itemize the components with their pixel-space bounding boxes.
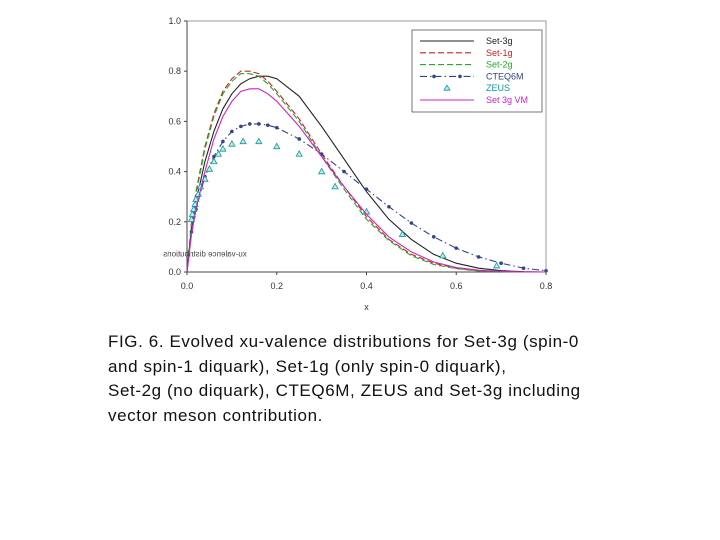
data-point <box>492 261 501 269</box>
data-point <box>297 137 301 141</box>
legend-marker <box>443 84 451 91</box>
series-set-2g <box>186 73 546 273</box>
data-point <box>187 215 196 222</box>
y-tick-label: 0.8 <box>168 66 181 76</box>
data-point <box>398 230 407 237</box>
series-set-3g <box>186 75 547 273</box>
data-point <box>265 123 270 127</box>
legend-label: Set-1g <box>486 48 513 58</box>
data-point <box>454 246 459 250</box>
caption-line-3: Set-2g (no diquark), CTEQ6M, ZEUS and Se… <box>108 381 581 400</box>
y-tick-label: 0.2 <box>168 217 181 227</box>
data-point <box>188 210 197 217</box>
data-point <box>230 129 234 134</box>
series-zeus <box>187 137 501 269</box>
legend-item: Set-3g <box>420 36 513 46</box>
legend-item: CTEQ6M <box>420 71 524 81</box>
series-line <box>186 88 546 273</box>
legend-label: Set 3g VM <box>486 95 528 105</box>
data-point <box>364 187 369 191</box>
data-point <box>387 204 391 209</box>
data-point <box>331 182 339 190</box>
legend-marker <box>458 74 462 79</box>
data-point <box>409 221 414 225</box>
x-tick-label: 0.2 <box>270 281 283 291</box>
data-point <box>192 195 200 202</box>
data-point <box>210 157 218 165</box>
figure-caption: FIG. 6. Evolved xu-valence distributions… <box>108 330 668 428</box>
series-set-3g-vm <box>186 88 546 273</box>
caption-line-4: vector meson contribution. <box>108 405 323 425</box>
legend-item: Set 3g VM <box>420 95 528 105</box>
x-axis-label: x <box>364 302 369 312</box>
y-tick-label: 0.6 <box>168 116 181 126</box>
data-point <box>274 125 279 130</box>
data-point <box>521 266 526 271</box>
data-point <box>432 235 436 239</box>
legend-item: Set-2g <box>420 60 513 70</box>
y-axis-label: xu-valence distributions <box>163 250 247 259</box>
legend-label: CTEQ6M <box>486 71 524 81</box>
series-line <box>186 73 546 273</box>
series-line <box>186 70 546 273</box>
data-point <box>255 137 263 145</box>
y-tick-label: 0.4 <box>168 167 181 177</box>
caption-line-2: and spin-1 diquark), Set-1g (only spin-0… <box>108 356 507 376</box>
series-line <box>186 75 547 273</box>
x-tick-label: 0.8 <box>540 281 553 291</box>
x-tick-label: 0.0 <box>181 281 194 291</box>
data-point <box>342 169 346 174</box>
series-set-1g <box>186 70 546 273</box>
y-tick-label: 0.0 <box>168 267 181 277</box>
data-point <box>248 122 252 126</box>
data-point <box>214 150 223 157</box>
data-point <box>295 150 303 157</box>
data-point <box>219 144 227 152</box>
legend-label: Set-2g <box>486 60 513 70</box>
legend-box <box>411 29 543 113</box>
data-point <box>257 122 261 126</box>
data-point <box>239 137 247 145</box>
data-point <box>317 167 326 175</box>
x-tick-label: 0.4 <box>360 281 373 291</box>
legend-item: ZEUS <box>443 83 510 93</box>
series-line <box>186 123 547 273</box>
data-point <box>190 205 198 212</box>
data-point <box>212 154 216 159</box>
caption-line-1: FIG. 6. Evolved xu-valence distributions… <box>108 332 579 351</box>
data-point <box>221 139 225 144</box>
legend-marker <box>432 74 436 79</box>
data-point <box>476 255 481 259</box>
legend-item: Set-1g <box>420 48 513 58</box>
data-point <box>273 142 281 150</box>
x-tick-label: 0.6 <box>450 281 463 291</box>
data-point <box>499 261 503 266</box>
series-cteq6m <box>186 122 548 273</box>
data-point <box>228 139 236 147</box>
data-point <box>439 251 447 259</box>
data-point <box>239 124 243 129</box>
legend-label: Set-3g <box>486 36 513 46</box>
data-point <box>205 165 214 172</box>
legend-label: ZEUS <box>486 83 510 93</box>
y-tick-label: 1.0 <box>168 16 181 26</box>
